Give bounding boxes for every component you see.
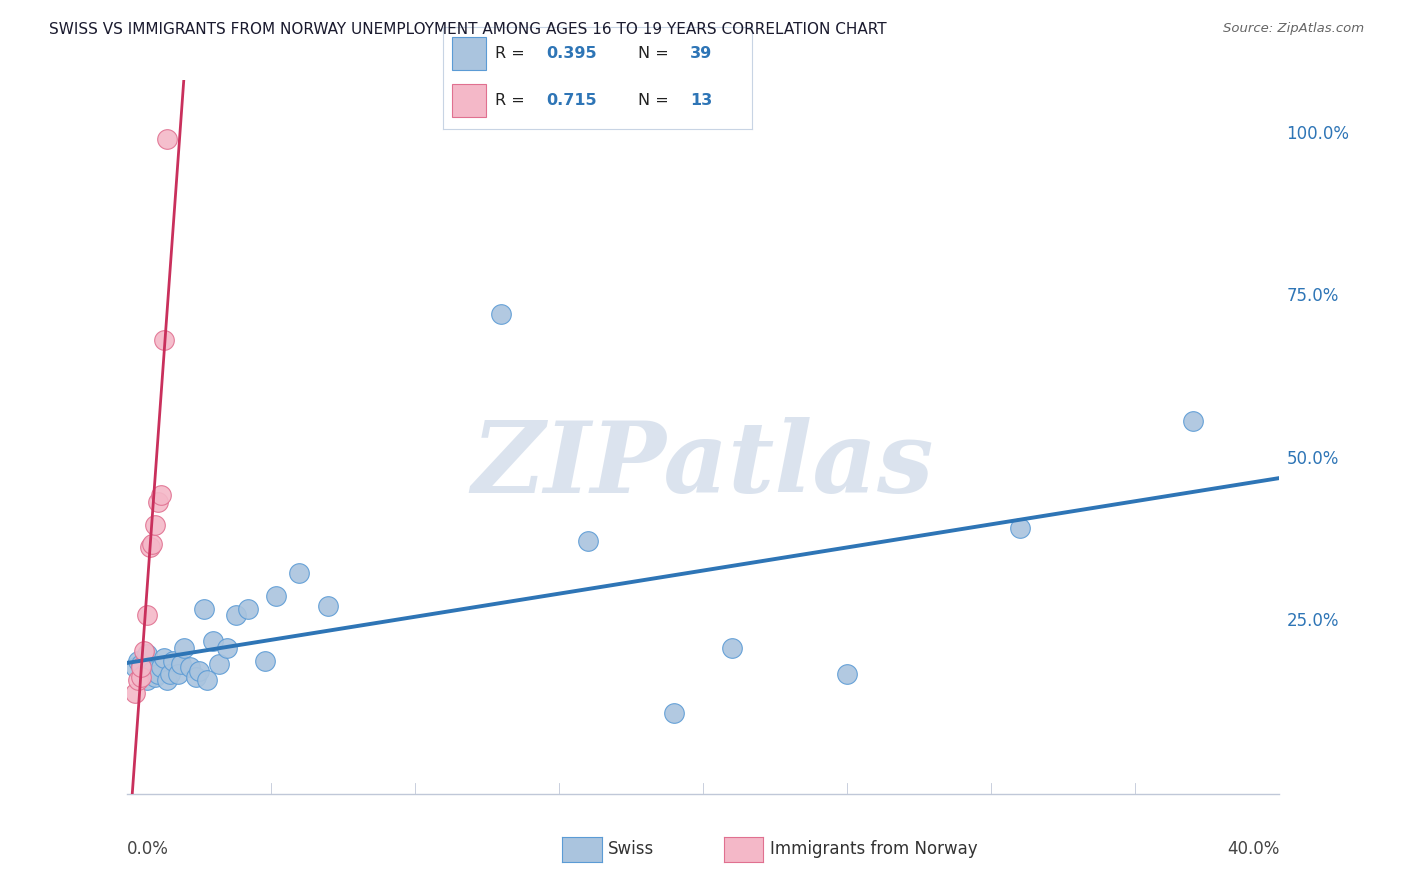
Point xyxy=(162,654,184,668)
Point xyxy=(156,131,179,145)
Text: 40.0%: 40.0% xyxy=(1227,840,1279,858)
Point xyxy=(138,541,160,555)
Point xyxy=(266,589,288,603)
Point xyxy=(720,640,742,655)
Point xyxy=(153,650,176,665)
Point xyxy=(576,533,599,548)
Point xyxy=(1181,414,1204,428)
Text: N =: N = xyxy=(638,45,673,61)
Point xyxy=(141,537,163,551)
Point xyxy=(132,666,155,681)
Point xyxy=(124,686,146,700)
Text: 0.0%: 0.0% xyxy=(127,840,169,858)
Point xyxy=(141,664,163,678)
Text: SWISS VS IMMIGRANTS FROM NORWAY UNEMPLOYMENT AMONG AGES 16 TO 19 YEARS CORRELATI: SWISS VS IMMIGRANTS FROM NORWAY UNEMPLOY… xyxy=(49,22,887,37)
Point xyxy=(835,666,858,681)
FancyBboxPatch shape xyxy=(453,84,486,117)
Point xyxy=(187,664,209,678)
Text: ZIPatlas: ZIPatlas xyxy=(472,417,934,514)
Point xyxy=(202,634,225,648)
Point xyxy=(489,307,512,321)
Point xyxy=(156,673,179,688)
Point xyxy=(217,640,239,655)
Point xyxy=(138,660,160,674)
Point xyxy=(124,660,146,674)
Text: 39: 39 xyxy=(690,45,713,61)
Point xyxy=(129,657,152,672)
Point xyxy=(150,488,173,502)
Text: 0.395: 0.395 xyxy=(547,45,598,61)
Point xyxy=(127,654,149,668)
Point xyxy=(129,670,152,684)
Point xyxy=(129,660,152,674)
Point xyxy=(195,673,218,688)
Text: R =: R = xyxy=(495,45,530,61)
Point xyxy=(135,608,157,623)
Text: Immigrants from Norway: Immigrants from Norway xyxy=(770,840,979,858)
Text: 0.715: 0.715 xyxy=(547,93,598,108)
Text: Source: ZipAtlas.com: Source: ZipAtlas.com xyxy=(1223,22,1364,36)
Point xyxy=(145,670,166,684)
Point xyxy=(173,640,195,655)
Point xyxy=(150,660,173,674)
Point xyxy=(148,495,170,509)
Point xyxy=(135,648,157,662)
Point xyxy=(179,660,201,674)
Point xyxy=(318,599,340,613)
Point xyxy=(145,517,166,532)
Point xyxy=(184,670,207,684)
Point xyxy=(208,657,231,672)
Text: Swiss: Swiss xyxy=(607,840,654,858)
Point xyxy=(132,644,155,658)
Point xyxy=(664,706,686,720)
FancyBboxPatch shape xyxy=(453,37,486,70)
Point xyxy=(253,654,276,668)
Point xyxy=(288,566,311,581)
Point xyxy=(153,333,176,347)
Point xyxy=(135,673,157,688)
Text: N =: N = xyxy=(638,93,673,108)
Point xyxy=(167,666,190,681)
Point xyxy=(236,602,259,616)
Text: R =: R = xyxy=(495,93,530,108)
Point xyxy=(148,666,170,681)
Point xyxy=(1008,521,1031,535)
Point xyxy=(193,602,215,616)
Point xyxy=(225,608,247,623)
Point xyxy=(127,673,149,688)
Point xyxy=(159,666,181,681)
Point xyxy=(170,657,193,672)
Text: 13: 13 xyxy=(690,93,713,108)
